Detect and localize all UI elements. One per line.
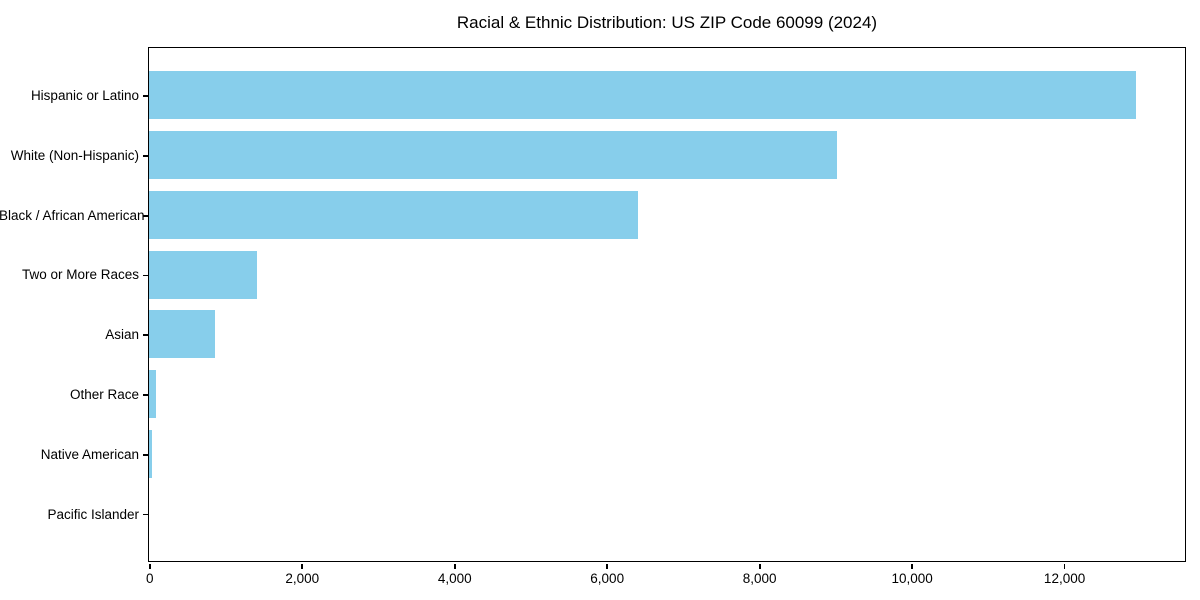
- ytick-mark: [143, 394, 148, 396]
- bar-other-race: [149, 370, 156, 419]
- xtick-label-8000: 8,000: [742, 570, 777, 586]
- ytick-mark: [143, 513, 148, 516]
- xtick-label-0: 0: [146, 570, 154, 586]
- ytick-mark: [143, 453, 148, 456]
- ytick-label-hispanic-or-latino: Hispanic or Latino: [30, 88, 139, 104]
- ytick-label-pacific-islander: Pacific Islander: [47, 506, 139, 522]
- xtick-mark: [606, 563, 609, 569]
- ytick-label-other-race: Other Race: [69, 386, 139, 402]
- ytick-mark: [143, 154, 148, 157]
- ytick-label-white-non-hispanic: White (Non-Hispanic): [10, 147, 139, 163]
- xtick-label-10000: 10,000: [891, 570, 933, 586]
- ytick-mark: [143, 95, 148, 97]
- xtick-label-2000: 2,000: [285, 570, 320, 586]
- xtick-mark: [1063, 563, 1066, 569]
- ytick-label-two-or-more-races: Two or More Races: [21, 267, 139, 283]
- bar-black-african-american: [149, 190, 638, 239]
- xtick-mark: [758, 563, 761, 569]
- bar-two-or-more-races: [149, 250, 258, 299]
- xtick-mark: [301, 563, 304, 569]
- chart-title: Racial & Ethnic Distribution: US ZIP Cod…: [456, 13, 878, 32]
- bar-white-non-hispanic: [149, 131, 837, 179]
- xtick-mark: [148, 563, 151, 569]
- bar-asian: [149, 310, 216, 359]
- ytick-mark: [143, 214, 148, 217]
- ytick-label-asian: Asian: [105, 327, 139, 343]
- bar-hispanic-or-latino: [149, 71, 1137, 120]
- ytick-mark: [143, 334, 148, 337]
- ytick-label-black-african-american: Black / African American: [0, 207, 145, 223]
- ytick-label-native-american: Native American: [40, 446, 139, 462]
- xtick-label-4000: 4,000: [437, 570, 472, 586]
- plot-area: [148, 47, 1186, 562]
- ytick-mark: [143, 274, 148, 277]
- bar-native-american: [149, 430, 153, 478]
- xtick-mark: [911, 563, 914, 569]
- xtick-mark: [453, 563, 456, 569]
- xtick-label-6000: 6,000: [590, 570, 625, 586]
- xtick-label-12000: 12,000: [1043, 570, 1086, 586]
